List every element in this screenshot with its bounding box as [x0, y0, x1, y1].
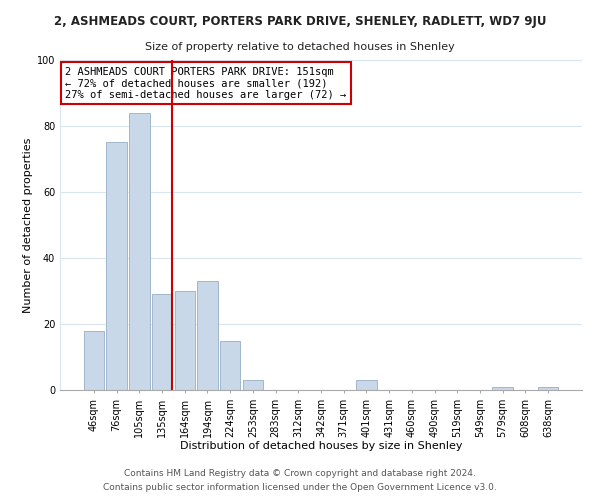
Text: Contains public sector information licensed under the Open Government Licence v3: Contains public sector information licen…	[103, 484, 497, 492]
Y-axis label: Number of detached properties: Number of detached properties	[23, 138, 32, 312]
Text: 2 ASHMEADS COURT PORTERS PARK DRIVE: 151sqm
← 72% of detached houses are smaller: 2 ASHMEADS COURT PORTERS PARK DRIVE: 151…	[65, 66, 346, 100]
Bar	[493, 386, 513, 390]
Text: 2, ASHMEADS COURT, PORTERS PARK DRIVE, SHENLEY, RADLETT, WD7 9JU: 2, ASHMEADS COURT, PORTERS PARK DRIVE, S…	[54, 15, 546, 28]
Bar	[84, 330, 104, 390]
Bar	[356, 380, 377, 390]
Text: Contains HM Land Registry data © Crown copyright and database right 2024.: Contains HM Land Registry data © Crown c…	[124, 468, 476, 477]
X-axis label: Distribution of detached houses by size in Shenley: Distribution of detached houses by size …	[180, 441, 462, 451]
Text: Size of property relative to detached houses in Shenley: Size of property relative to detached ho…	[145, 42, 455, 52]
Bar	[242, 380, 263, 390]
Bar	[220, 340, 241, 390]
Bar	[129, 113, 149, 390]
Bar	[106, 142, 127, 390]
Bar	[538, 386, 558, 390]
Bar	[152, 294, 172, 390]
Bar	[175, 291, 195, 390]
Bar	[197, 281, 218, 390]
